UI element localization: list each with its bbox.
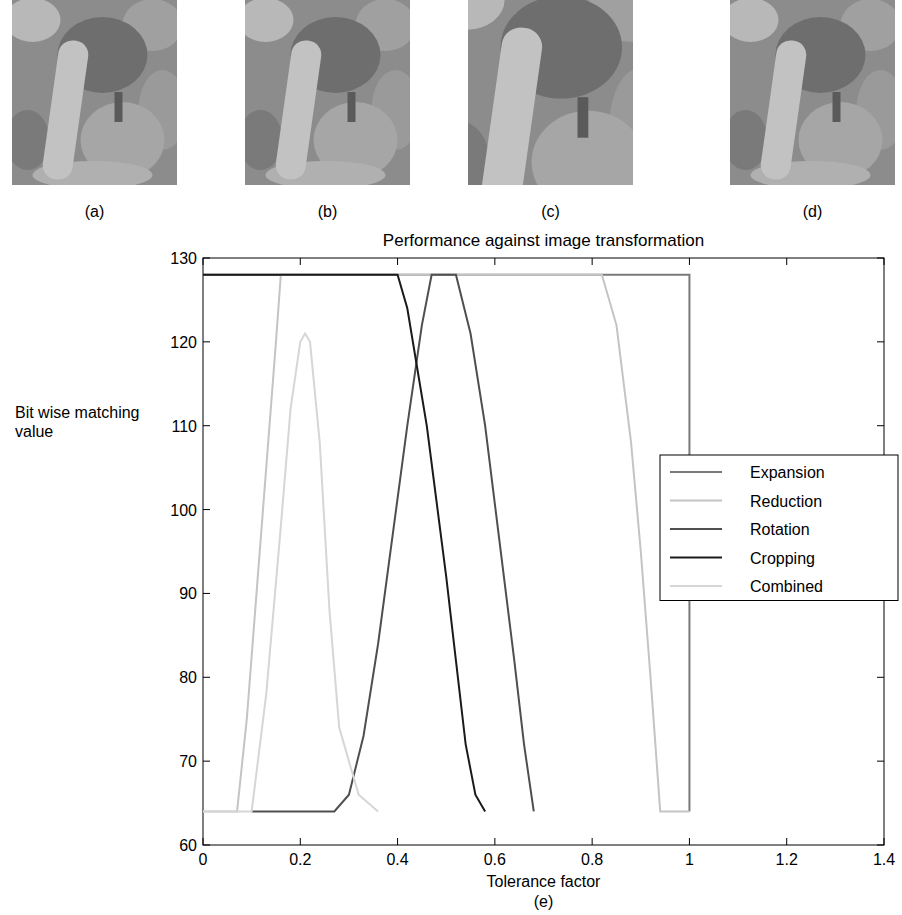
- legend-label: Cropping: [750, 550, 815, 567]
- image-content: [730, 0, 895, 185]
- y-tick: [877, 258, 884, 259]
- x-tick: [884, 258, 885, 265]
- x-tick: [689, 258, 690, 265]
- legend-label: Rotation: [750, 521, 810, 538]
- x-tick-label: 1: [685, 851, 694, 868]
- image-panel: [238, 0, 420, 189]
- y-tick: [877, 341, 884, 342]
- y-tick: [877, 677, 884, 678]
- pepper: [274, 39, 323, 182]
- y-tick-label: 130: [170, 250, 197, 267]
- pepper: [730, 0, 779, 42]
- x-tick-label: 0.4: [386, 851, 408, 868]
- chart-title: Performance against image transformation: [383, 231, 704, 250]
- pepper: [468, 0, 505, 30]
- y-tick-label: 80: [179, 669, 197, 686]
- y-tick: [203, 425, 210, 426]
- y-tick-label: 60: [179, 837, 197, 854]
- x-tick: [203, 838, 204, 845]
- image-panel: [5, 0, 187, 189]
- x-tick: [786, 258, 787, 265]
- x-tick-label: 1.4: [873, 851, 895, 868]
- y-tick: [877, 845, 884, 846]
- x-tick: [397, 258, 398, 265]
- x-tick: [592, 258, 593, 265]
- image-panel: [723, 0, 902, 189]
- y-tick: [877, 761, 884, 762]
- figure: (a) (b) (c) (d) Performance against image tr…: [0, 0, 902, 915]
- panel-label: (b): [318, 203, 338, 220]
- x-tick: [494, 838, 495, 845]
- series-line: [252, 275, 534, 812]
- y-tick: [877, 425, 884, 426]
- x-tick: [592, 838, 593, 845]
- y-tick: [203, 845, 210, 846]
- stem: [578, 97, 589, 138]
- x-tick-label: 0: [199, 851, 208, 868]
- x-tick: [689, 838, 690, 845]
- panel-label: (c): [541, 203, 560, 220]
- x-tick: [300, 258, 301, 265]
- legend-label: Combined: [750, 578, 823, 595]
- y-tick: [203, 509, 210, 510]
- y-tick-label: 100: [170, 502, 197, 519]
- y-tick: [203, 593, 210, 594]
- legend-swatch: [670, 557, 722, 559]
- x-tick: [300, 838, 301, 845]
- series-line: [203, 333, 378, 811]
- x-tick-label: 0.2: [289, 851, 311, 868]
- y-axis-title: Bit wise matchingvalue: [15, 404, 140, 440]
- legend-swatch: [670, 500, 722, 502]
- legend: Expansion Reduction Rotation Cropping Combin…: [660, 455, 898, 601]
- legend-box: [660, 455, 898, 601]
- pepper: [12, 0, 61, 42]
- stem: [833, 92, 841, 122]
- pepper: [245, 0, 294, 42]
- pepper: [478, 25, 544, 185]
- legend-label: Reduction: [750, 493, 822, 510]
- y-tick-label: 110: [171, 418, 197, 435]
- series-line: [203, 275, 485, 812]
- y-tick-label: 70: [179, 753, 197, 770]
- x-tick: [203, 258, 204, 265]
- series-group: [203, 275, 689, 812]
- x-tick: [884, 838, 885, 845]
- image-content: [12, 0, 177, 185]
- stem: [348, 92, 356, 122]
- pepper: [41, 39, 90, 182]
- y-tick-label: 120: [170, 334, 197, 351]
- x-axis-title: Tolerance factor: [487, 873, 602, 890]
- x-tick: [494, 258, 495, 265]
- legend-swatch: [670, 471, 722, 473]
- series-line: [203, 275, 689, 812]
- pepper: [759, 39, 808, 182]
- x-tick-label: 0.8: [581, 851, 603, 868]
- stem: [115, 92, 123, 122]
- image-content: [468, 0, 633, 185]
- series-line: [203, 275, 689, 812]
- y-tick: [203, 677, 210, 678]
- legend-swatch: [670, 585, 722, 587]
- legend-swatch: [670, 528, 722, 530]
- panel-label: (a): [85, 203, 105, 220]
- panel-label: (d): [803, 203, 823, 220]
- image-content: [245, 0, 410, 185]
- legend-label: Expansion: [750, 464, 825, 481]
- x-tick: [397, 838, 398, 845]
- y-tick: [203, 761, 210, 762]
- y-tick: [203, 258, 210, 259]
- y-tick: [203, 341, 210, 342]
- plot-frame: [203, 258, 884, 845]
- x-tick: [786, 838, 787, 845]
- x-tick-label: 1.2: [776, 851, 798, 868]
- image-panel: [429, 0, 675, 228]
- x-tick-label: 0.6: [484, 851, 506, 868]
- panel-label: (e): [534, 893, 554, 910]
- y-tick-label: 90: [179, 585, 197, 602]
